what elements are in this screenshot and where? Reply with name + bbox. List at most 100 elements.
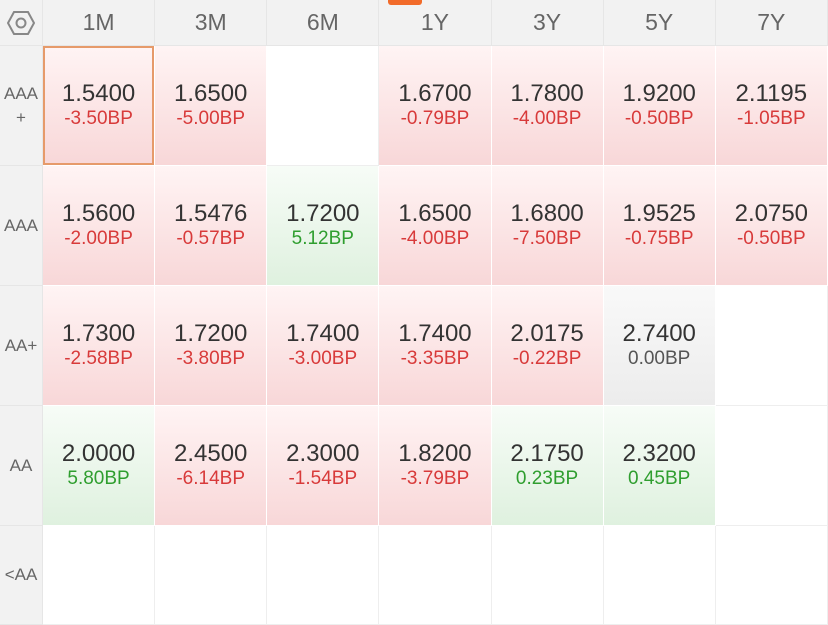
yield-value: 1.9525 <box>622 200 696 228</box>
row-header: AAA <box>0 166 43 286</box>
yield-cell[interactable]: 2.7400 0.00BP <box>603 286 716 406</box>
yield-cell[interactable]: 2.1195 -1.05BP <box>715 46 828 166</box>
column-header-3y[interactable]: 3Y <box>491 0 604 46</box>
column-header-3m[interactable]: 3M <box>155 0 268 46</box>
yield-value: 2.7400 <box>622 320 696 348</box>
yield-cell[interactable]: 1.7200 -3.80BP <box>155 286 268 406</box>
empty-cell <box>267 46 380 166</box>
empty-cell <box>43 526 156 625</box>
yield-value: 2.0175 <box>510 320 584 348</box>
yield-change: -0.22BP <box>512 347 582 369</box>
yield-change: -3.35BP <box>400 347 470 369</box>
yield-cell[interactable]: 1.8200 -3.79BP <box>379 406 492 526</box>
row-header: AA+ <box>0 286 43 406</box>
yield-change: -5.00BP <box>176 107 246 129</box>
yield-value: 2.4500 <box>173 440 248 468</box>
yield-value: 1.5476 <box>173 200 248 228</box>
yield-value: 1.5600 <box>61 200 136 228</box>
column-header-7y[interactable]: 7Y <box>715 0 828 46</box>
yield-cell[interactable]: 2.4500 -6.14BP <box>155 406 268 526</box>
yield-change: 0.23BP <box>515 467 579 489</box>
yield-cell[interactable]: 1.9525 -0.75BP <box>603 166 716 286</box>
yield-cell[interactable]: 1.7300 -2.58BP <box>43 286 156 406</box>
yield-change: -4.00BP <box>512 107 582 129</box>
yield-cell[interactable]: 2.3000 -1.54BP <box>267 406 380 526</box>
yield-cell[interactable]: 1.5600 -2.00BP <box>43 166 156 286</box>
empty-cell <box>603 526 716 625</box>
yield-cell[interactable]: 1.9200 -0.50BP <box>603 46 716 166</box>
yield-cell[interactable]: 2.3200 0.45BP <box>603 406 716 526</box>
yield-value: 1.9200 <box>622 80 696 108</box>
yield-cell[interactable]: 2.0750 -0.50BP <box>715 166 828 286</box>
yield-value: 1.7800 <box>510 80 584 108</box>
empty-cell <box>715 406 828 526</box>
yield-value: 1.6500 <box>398 200 472 228</box>
yield-change: 0.45BP <box>628 467 691 489</box>
row-header: AA <box>0 406 43 526</box>
yield-value: 1.7200 <box>173 320 248 348</box>
yield-value: 1.6700 <box>398 80 472 108</box>
yield-change: -4.00BP <box>400 227 470 249</box>
yield-value: 1.6500 <box>173 80 248 108</box>
active-indicator <box>388 0 422 5</box>
yield-value: 1.8200 <box>398 440 472 468</box>
yield-change: 5.12BP <box>291 227 354 249</box>
yield-change: -0.57BP <box>176 227 246 249</box>
yield-change: -0.75BP <box>624 227 694 249</box>
yield-value: 1.7400 <box>286 320 360 348</box>
empty-cell <box>379 526 492 625</box>
yield-change: -0.50BP <box>624 107 694 129</box>
empty-cell <box>715 286 828 406</box>
yield-change: -3.00BP <box>288 347 358 369</box>
yield-cell[interactable]: 1.6500 -4.00BP <box>379 166 492 286</box>
yield-change: -7.50BP <box>512 227 582 249</box>
yield-change: 5.80BP <box>67 467 130 489</box>
yield-cell[interactable]: 1.6500 -5.00BP <box>155 46 268 166</box>
yield-cell[interactable]: 1.7200 5.12BP <box>267 166 380 286</box>
yield-value: 1.7300 <box>61 320 136 348</box>
column-header-5y[interactable]: 5Y <box>603 0 716 46</box>
yield-cell[interactable]: 1.5400 -3.50BP <box>43 46 156 166</box>
yield-value: 1.7400 <box>398 320 472 348</box>
yield-change: -3.80BP <box>176 347 246 369</box>
yield-change: 0.00BP <box>628 347 691 369</box>
settings-button[interactable] <box>0 0 43 46</box>
yield-cell[interactable]: 1.6700 -0.79BP <box>379 46 492 166</box>
yield-value: 2.3200 <box>622 440 696 468</box>
column-header-1y[interactable]: 1Y <box>379 0 492 46</box>
yield-change: -1.54BP <box>288 467 358 489</box>
column-header-1m[interactable]: 1M <box>43 0 156 46</box>
yield-change: -2.00BP <box>64 227 133 249</box>
yield-cell[interactable]: 2.1750 0.23BP <box>491 406 604 526</box>
yield-value: 2.1195 <box>735 80 808 108</box>
yield-value: 1.6800 <box>510 200 584 228</box>
yield-cell[interactable]: 1.5476 -0.57BP <box>155 166 268 286</box>
empty-cell <box>491 526 604 625</box>
yield-cell[interactable]: 1.7400 -3.35BP <box>379 286 492 406</box>
hexagon-settings-icon <box>7 10 35 35</box>
row-header: <AA <box>0 526 43 625</box>
yield-change: -1.05BP <box>736 107 806 129</box>
yield-change: -0.79BP <box>400 107 470 129</box>
column-header-6m[interactable]: 6M <box>267 0 380 46</box>
yield-value: 2.0750 <box>734 200 809 228</box>
yield-value: 2.3000 <box>286 440 360 468</box>
yield-value: 1.5400 <box>61 80 136 108</box>
row-header: AAA + <box>0 46 43 166</box>
yield-change: -2.58BP <box>64 347 133 369</box>
yield-value: 2.0000 <box>61 440 136 468</box>
yield-cell[interactable]: 1.7400 -3.00BP <box>267 286 380 406</box>
yield-cell[interactable]: 1.6800 -7.50BP <box>491 166 604 286</box>
empty-cell <box>267 526 380 625</box>
yield-change: -0.50BP <box>736 227 806 249</box>
empty-cell <box>155 526 268 625</box>
yield-cell[interactable]: 2.0000 5.80BP <box>43 406 156 526</box>
empty-cell <box>715 526 828 625</box>
yield-cell[interactable]: 2.0175 -0.22BP <box>491 286 604 406</box>
yield-value: 2.1750 <box>510 440 584 468</box>
yield-change: -3.79BP <box>400 467 470 489</box>
yield-change: -6.14BP <box>176 467 246 489</box>
yield-cell[interactable]: 1.7800 -4.00BP <box>491 46 604 166</box>
yield-value: 1.7200 <box>286 200 360 228</box>
